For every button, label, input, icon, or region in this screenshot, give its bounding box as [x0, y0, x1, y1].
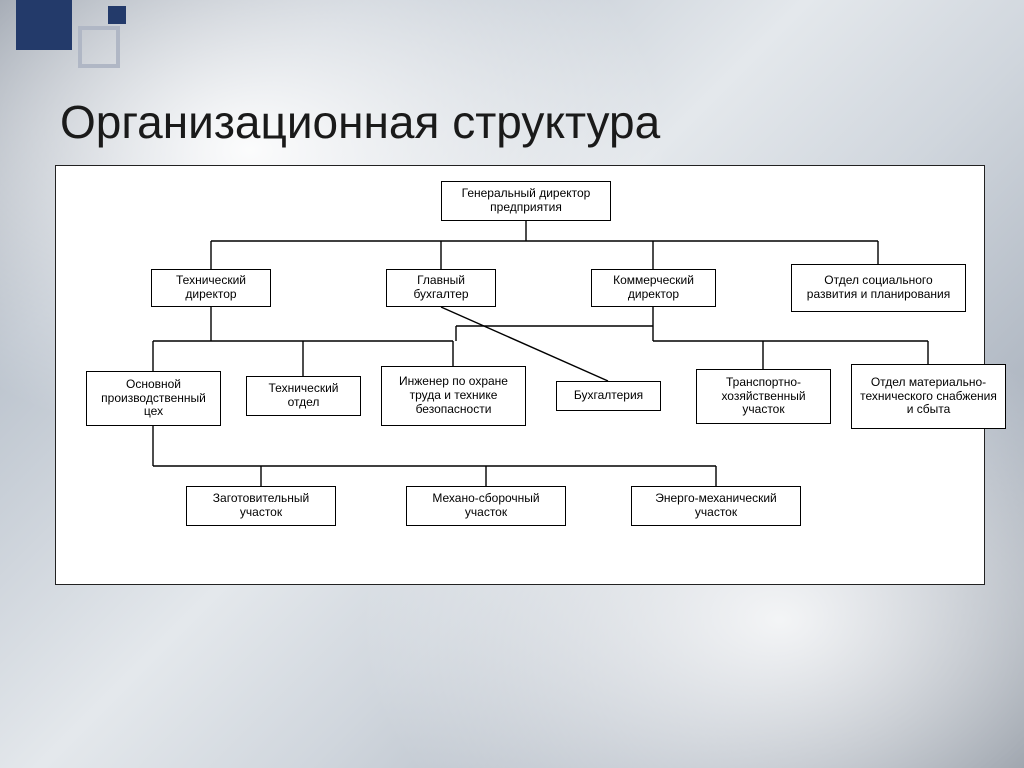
org-node-blank1: Заготовительный участок: [186, 486, 336, 526]
org-node-tech_dir: Технический директор: [151, 269, 271, 307]
org-node-comm_dir: Коммерческий директор: [591, 269, 716, 307]
org-node-root: Генеральный директор предприятия: [441, 181, 611, 221]
orgchart: Генеральный директор предприятия Техничес…: [56, 166, 984, 584]
org-node-transport: Транспортно-хозяйственный участок: [696, 369, 831, 424]
slide-title: Организационная структура: [60, 95, 660, 149]
org-node-safety: Инженер по охране труда и технике безопа…: [381, 366, 526, 426]
org-node-prod_shop: Основной производственный цех: [86, 371, 221, 426]
orgchart-frame: Генеральный директор предприятия Техничес…: [55, 165, 985, 585]
decor-square-1: [16, 0, 72, 50]
org-node-supply: Отдел материально-технического снабжения…: [851, 364, 1006, 429]
org-node-blank3: Энерго-механический участок: [631, 486, 801, 526]
org-node-tech_dept: Технический отдел: [246, 376, 361, 416]
org-node-account: Бухгалтерия: [556, 381, 661, 411]
org-node-soc_dev: Отдел социального развития и планировани…: [791, 264, 966, 312]
decor-square-2: [78, 26, 120, 68]
slide: Организационная структура Генеральный ди…: [0, 0, 1024, 768]
org-node-chief_acc: Главный бухгалтер: [386, 269, 496, 307]
org-node-blank2: Механо-сборочный участок: [406, 486, 566, 526]
decor-square-3: [108, 6, 126, 24]
